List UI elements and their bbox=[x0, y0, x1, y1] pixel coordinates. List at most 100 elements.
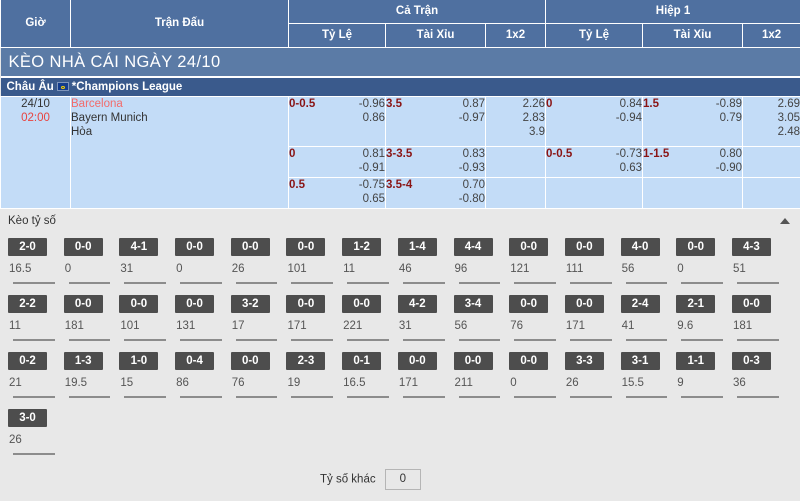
score-odd[interactable]: 101 bbox=[286, 263, 342, 275]
score-badge[interactable]: 2-4 bbox=[621, 295, 660, 313]
score-badge[interactable]: 2-2 bbox=[8, 295, 47, 313]
triangle-up-icon[interactable] bbox=[780, 218, 790, 224]
half-ou-cell-2[interactable]: 1-1.5 0.80 -0.90 bbox=[643, 147, 743, 178]
score-odd[interactable]: 11 bbox=[342, 263, 398, 275]
score-badge[interactable]: 3-0 bbox=[8, 409, 47, 427]
full-handicap-away-2[interactable]: -0.91 bbox=[289, 161, 385, 175]
half-ou-under-2[interactable]: -0.90 bbox=[643, 161, 742, 175]
score-odd[interactable]: 51 bbox=[732, 263, 788, 275]
score-badge[interactable]: 0-0 bbox=[64, 295, 103, 313]
score-odd[interactable]: 19.5 bbox=[64, 377, 120, 389]
half-1x2-away-1[interactable]: 2.48 bbox=[743, 125, 800, 139]
score-cell[interactable]: 0-0 121 bbox=[509, 233, 565, 290]
half-1x2-cell-1[interactable]: 2.69 3.05 2.48 bbox=[743, 97, 800, 147]
score-odd[interactable]: 181 bbox=[64, 320, 120, 332]
full-handicap-cell-3[interactable]: 0.5 -0.75 0.65 bbox=[289, 178, 386, 209]
half-ou-under-1[interactable]: 0.79 bbox=[643, 111, 742, 125]
full-ou-cell-3[interactable]: 3.5-4 0.70 -0.80 bbox=[386, 178, 486, 209]
half-1x2-home-1[interactable]: 2.69 bbox=[743, 97, 800, 111]
score-odd[interactable]: 21 bbox=[8, 377, 64, 389]
score-cell[interactable]: 0-4 86 bbox=[175, 347, 231, 404]
match-teams[interactable]: Barcelona Bayern Munich Hòa bbox=[71, 97, 289, 209]
score-badge[interactable]: 2-3 bbox=[286, 352, 325, 370]
full-ou-cell-1[interactable]: 3.5 0.87 -0.97 bbox=[386, 97, 486, 147]
score-odd[interactable]: 31 bbox=[398, 320, 454, 332]
score-badge[interactable]: 0-0 bbox=[732, 295, 771, 313]
score-badge[interactable]: 0-0 bbox=[509, 238, 548, 256]
full-ou-cell-2[interactable]: 3-3.5 0.83 -0.93 bbox=[386, 147, 486, 178]
score-cell[interactable]: 0-0 111 bbox=[565, 233, 621, 290]
score-badge[interactable]: 0-0 bbox=[175, 295, 214, 313]
score-odd[interactable]: 41 bbox=[621, 320, 677, 332]
full-ou-under-3[interactable]: -0.80 bbox=[386, 192, 485, 206]
score-odd[interactable]: 16.5 bbox=[8, 263, 64, 275]
score-badge[interactable]: 0-0 bbox=[565, 295, 604, 313]
score-badge[interactable]: 0-0 bbox=[231, 238, 270, 256]
full-handicap-home-2[interactable]: 0.81 bbox=[289, 147, 385, 161]
score-badge[interactable]: 1-4 bbox=[398, 238, 437, 256]
match-row-1[interactable]: 24/10 02:00 Barcelona Bayern Munich Hòa … bbox=[1, 97, 800, 147]
score-badge[interactable]: 0-0 bbox=[342, 295, 381, 313]
full-handicap-away-1[interactable]: 0.86 bbox=[289, 111, 385, 125]
league-row[interactable]: Châu Âu*Champions League bbox=[1, 77, 800, 97]
score-odd[interactable]: 46 bbox=[398, 263, 454, 275]
score-badge[interactable]: 0-0 bbox=[175, 238, 214, 256]
score-odd[interactable]: 121 bbox=[509, 263, 565, 275]
score-badge[interactable]: 0-1 bbox=[342, 352, 381, 370]
score-odd[interactable]: 26 bbox=[565, 377, 621, 389]
score-cell[interactable]: 0-0 181 bbox=[64, 290, 120, 347]
score-cell[interactable]: 2-0 16.5 bbox=[8, 233, 64, 290]
score-odd[interactable]: 181 bbox=[732, 320, 788, 332]
score-odd[interactable]: 171 bbox=[565, 320, 621, 332]
score-odd[interactable]: 76 bbox=[231, 377, 287, 389]
score-odd[interactable]: 11 bbox=[8, 320, 64, 332]
score-badge[interactable]: 0-4 bbox=[175, 352, 214, 370]
home-team[interactable]: Barcelona bbox=[71, 97, 288, 111]
half-handicap-away-2[interactable]: 0.63 bbox=[546, 161, 642, 175]
score-odd[interactable]: 211 bbox=[454, 377, 510, 389]
score-badge[interactable]: 3-3 bbox=[565, 352, 604, 370]
score-badge[interactable]: 0-0 bbox=[64, 238, 103, 256]
score-badge[interactable]: 2-0 bbox=[8, 238, 47, 256]
correct-score-header[interactable]: Kèo tỷ số bbox=[0, 209, 800, 233]
score-odd[interactable]: 111 bbox=[565, 263, 621, 275]
score-odd[interactable]: 17 bbox=[231, 320, 287, 332]
score-badge[interactable]: 3-2 bbox=[231, 295, 270, 313]
score-odd[interactable]: 31 bbox=[119, 263, 175, 275]
score-cell[interactable]: 1-4 46 bbox=[398, 233, 454, 290]
full-ou-under-1[interactable]: -0.97 bbox=[386, 111, 485, 125]
score-cell[interactable]: 3-2 17 bbox=[231, 290, 287, 347]
score-badge[interactable]: 0-2 bbox=[8, 352, 47, 370]
other-score-value[interactable]: 0 bbox=[385, 469, 421, 490]
full-1x2-home-1[interactable]: 2.26 bbox=[486, 97, 545, 111]
score-cell[interactable]: 0-2 21 bbox=[8, 347, 64, 404]
score-cell[interactable]: 1-2 11 bbox=[342, 233, 398, 290]
score-badge[interactable]: 0-0 bbox=[676, 238, 715, 256]
score-odd[interactable]: 86 bbox=[175, 377, 231, 389]
score-badge[interactable]: 1-2 bbox=[342, 238, 381, 256]
score-cell[interactable]: 3-3 26 bbox=[565, 347, 621, 404]
score-badge[interactable]: 2-1 bbox=[676, 295, 715, 313]
score-badge[interactable]: 0-0 bbox=[565, 238, 604, 256]
half-1x2-draw-1[interactable]: 3.05 bbox=[743, 111, 800, 125]
score-odd[interactable]: 171 bbox=[398, 377, 454, 389]
score-cell[interactable]: 0-0 171 bbox=[565, 290, 621, 347]
score-odd[interactable]: 131 bbox=[175, 320, 231, 332]
away-team[interactable]: Bayern Munich bbox=[71, 111, 288, 125]
score-odd[interactable]: 16.5 bbox=[342, 377, 398, 389]
score-odd[interactable]: 19 bbox=[286, 377, 342, 389]
